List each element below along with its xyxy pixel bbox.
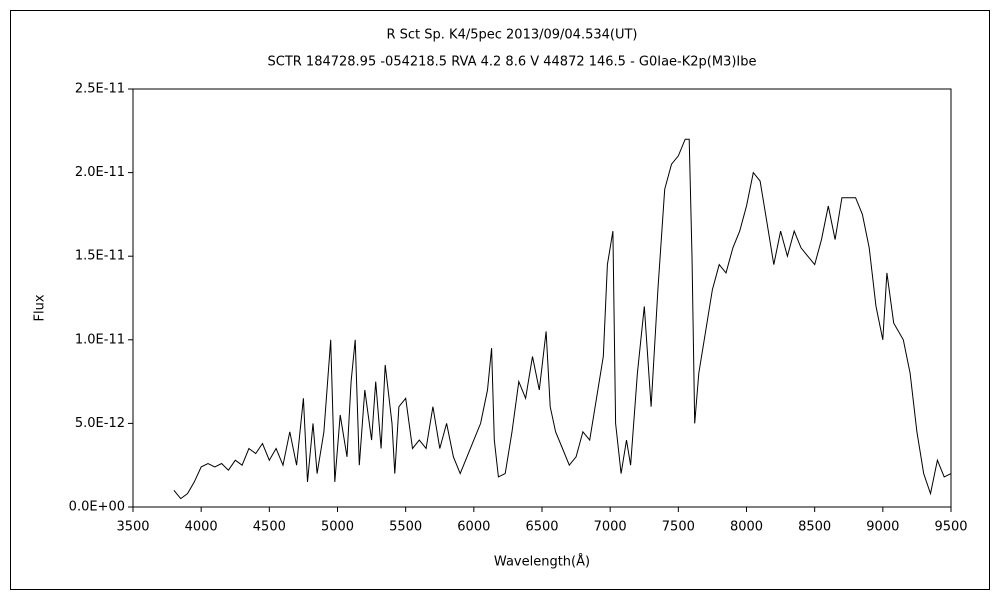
x-tick-label: 7500 xyxy=(662,520,695,535)
x-tick-label: 5000 xyxy=(321,520,354,535)
x-tick-label: 6000 xyxy=(457,520,490,535)
x-tick-label: 8000 xyxy=(730,520,763,535)
chart-title: R Sct Sp. K4/5pec 2013/09/04.534(UT) xyxy=(386,28,637,43)
x-tick-label: 8500 xyxy=(798,520,831,535)
chart-frame xyxy=(10,10,990,590)
x-tick-label: 9000 xyxy=(866,520,899,535)
spectrum-line xyxy=(173,138,952,500)
x-tick-label: 4500 xyxy=(253,520,286,535)
y-tick-label: 2.0E-11 xyxy=(75,165,125,180)
chart-subtitle: SCTR 184728.95 -054218.5 RVA 4.2 8.6 V 4… xyxy=(267,55,756,70)
y-axis-label: Flux xyxy=(33,294,48,321)
y-tick-label: 2.5E-11 xyxy=(75,82,125,97)
x-tick-label: 5500 xyxy=(389,520,422,535)
x-tick-label: 7000 xyxy=(594,520,627,535)
x-tick-label: 3500 xyxy=(116,520,149,535)
x-tick-label: 4000 xyxy=(185,520,218,535)
y-tick-label: 5.0E-12 xyxy=(75,416,125,431)
x-axis-label: Wavelength(Å) xyxy=(494,554,590,570)
y-tick-label: 1.0E-11 xyxy=(75,332,125,347)
x-tick-label: 6500 xyxy=(525,520,558,535)
y-tick-label: 0.0E+00 xyxy=(69,500,125,515)
x-tick-label: 9500 xyxy=(934,520,967,535)
y-tick-label: 1.5E-11 xyxy=(75,249,125,264)
